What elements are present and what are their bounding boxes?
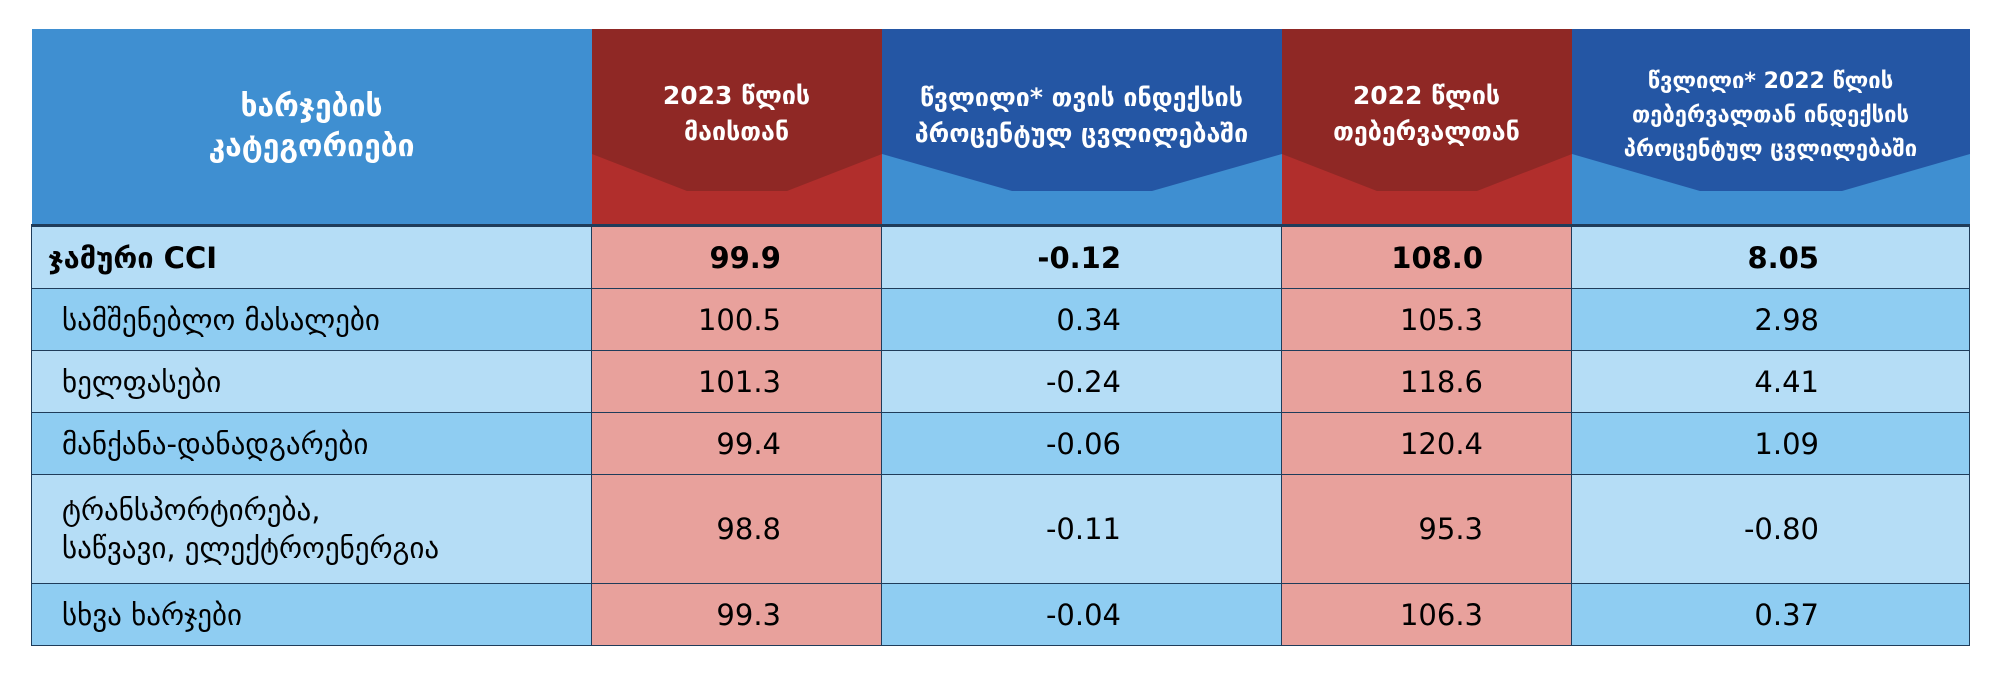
value-feb-2022: 120.4 (1281, 412, 1572, 475)
value-feb-2022: 118.6 (1281, 350, 1572, 413)
row-label: სხვა ხარჯები (31, 583, 592, 646)
header-feb-2022: 2022 წლის თებერვალთან (1281, 29, 1572, 226)
header-feb-2022-contribution-label: წვლილი* 2022 წლის თებერვალთან ინდექსის პ… (1623, 68, 1918, 162)
header-monthly-contribution: წვლილი* თვის ინდექსის პროცენტულ ცვლილება… (881, 29, 1282, 226)
value-may-2023: 99.3 (591, 583, 882, 646)
header-chevron-blue (881, 29, 1282, 191)
value-feb-2022: 105.3 (1281, 288, 1572, 351)
value-feb-2022: 95.3 (1281, 474, 1572, 584)
value-monthly-contribution: 0.34 (881, 288, 1282, 351)
value-feb-2022-contribution: 2.98 (1571, 288, 1970, 351)
table-row: მანქანა-დანადგარები 99.4 -0.06 120.4 1.0… (31, 412, 1970, 475)
cci-table-container: ხარჯების კატეგორიები 2023 წლის მაისთან წ… (31, 29, 1970, 646)
value-feb-2022-contribution: 4.41 (1571, 350, 1970, 413)
value-feb-2022: 106.3 (1281, 583, 1572, 646)
header-row: ხარჯების კატეგორიები 2023 წლის მაისთან წ… (31, 29, 1970, 226)
table-row: სამშენებლო მასალები 100.5 0.34 105.3 2.9… (31, 288, 1970, 351)
value-feb-2022-contribution: -0.80 (1571, 474, 1970, 584)
table-row: ტრანსპორტირება, საწვავი, ელექტროენერგია … (31, 474, 1970, 584)
row-label: ხელფასები (31, 350, 592, 413)
header-categories: ხარჯების კატეგორიები (31, 29, 592, 226)
value-monthly-contribution: -0.06 (881, 412, 1282, 475)
header-may-2023: 2023 წლის მაისთან (591, 29, 882, 226)
value-monthly-contribution: -0.11 (881, 474, 1282, 584)
table-row: სხვა ხარჯები 99.3 -0.04 106.3 0.37 (31, 583, 1970, 646)
header-may-2023-label: 2023 წლის მაისთან (662, 81, 811, 146)
value-may-2023: 101.3 (591, 350, 882, 413)
value-feb-2022-contribution: 1.09 (1571, 412, 1970, 475)
header-categories-label: ხარჯების კატეგორიები (208, 88, 415, 164)
header-chevron-red (591, 29, 882, 191)
header-feb-2022-contribution: წვლილი* 2022 წლის თებერვალთან ინდექსის პ… (1571, 29, 1970, 226)
value-feb-2022: 108.0 (1281, 224, 1572, 289)
header-monthly-contribution-label: წვლილი* თვის ინდექსის პროცენტულ ცვლილება… (914, 82, 1249, 148)
value-may-2023: 98.8 (591, 474, 882, 584)
header-chevron-red-2 (1281, 29, 1572, 191)
value-may-2023: 99.9 (591, 224, 882, 289)
value-feb-2022-contribution: 0.37 (1571, 583, 1970, 646)
row-label: ტრანსპორტირება, საწვავი, ელექტროენერგია (31, 474, 592, 584)
header-chevron-blue-2 (1571, 29, 1970, 191)
cci-table: ხარჯების კატეგორიები 2023 წლის მაისთან წ… (31, 29, 1970, 646)
value-monthly-contribution: -0.12 (881, 224, 1282, 289)
value-monthly-contribution: -0.24 (881, 350, 1282, 413)
value-may-2023: 99.4 (591, 412, 882, 475)
value-may-2023: 100.5 (591, 288, 882, 351)
table-row: ხელფასები 101.3 -0.24 118.6 4.41 (31, 350, 1970, 413)
header-feb-2022-label: 2022 წლის თებერვალთან (1333, 81, 1520, 146)
row-label: ჯამური CCI (31, 224, 592, 289)
value-monthly-contribution: -0.04 (881, 583, 1282, 646)
table-row-total: ჯამური CCI 99.9 -0.12 108.0 8.05 (31, 224, 1970, 289)
value-feb-2022-contribution: 8.05 (1571, 224, 1970, 289)
row-label: სამშენებლო მასალები (31, 288, 592, 351)
row-label: მანქანა-დანადგარები (31, 412, 592, 475)
